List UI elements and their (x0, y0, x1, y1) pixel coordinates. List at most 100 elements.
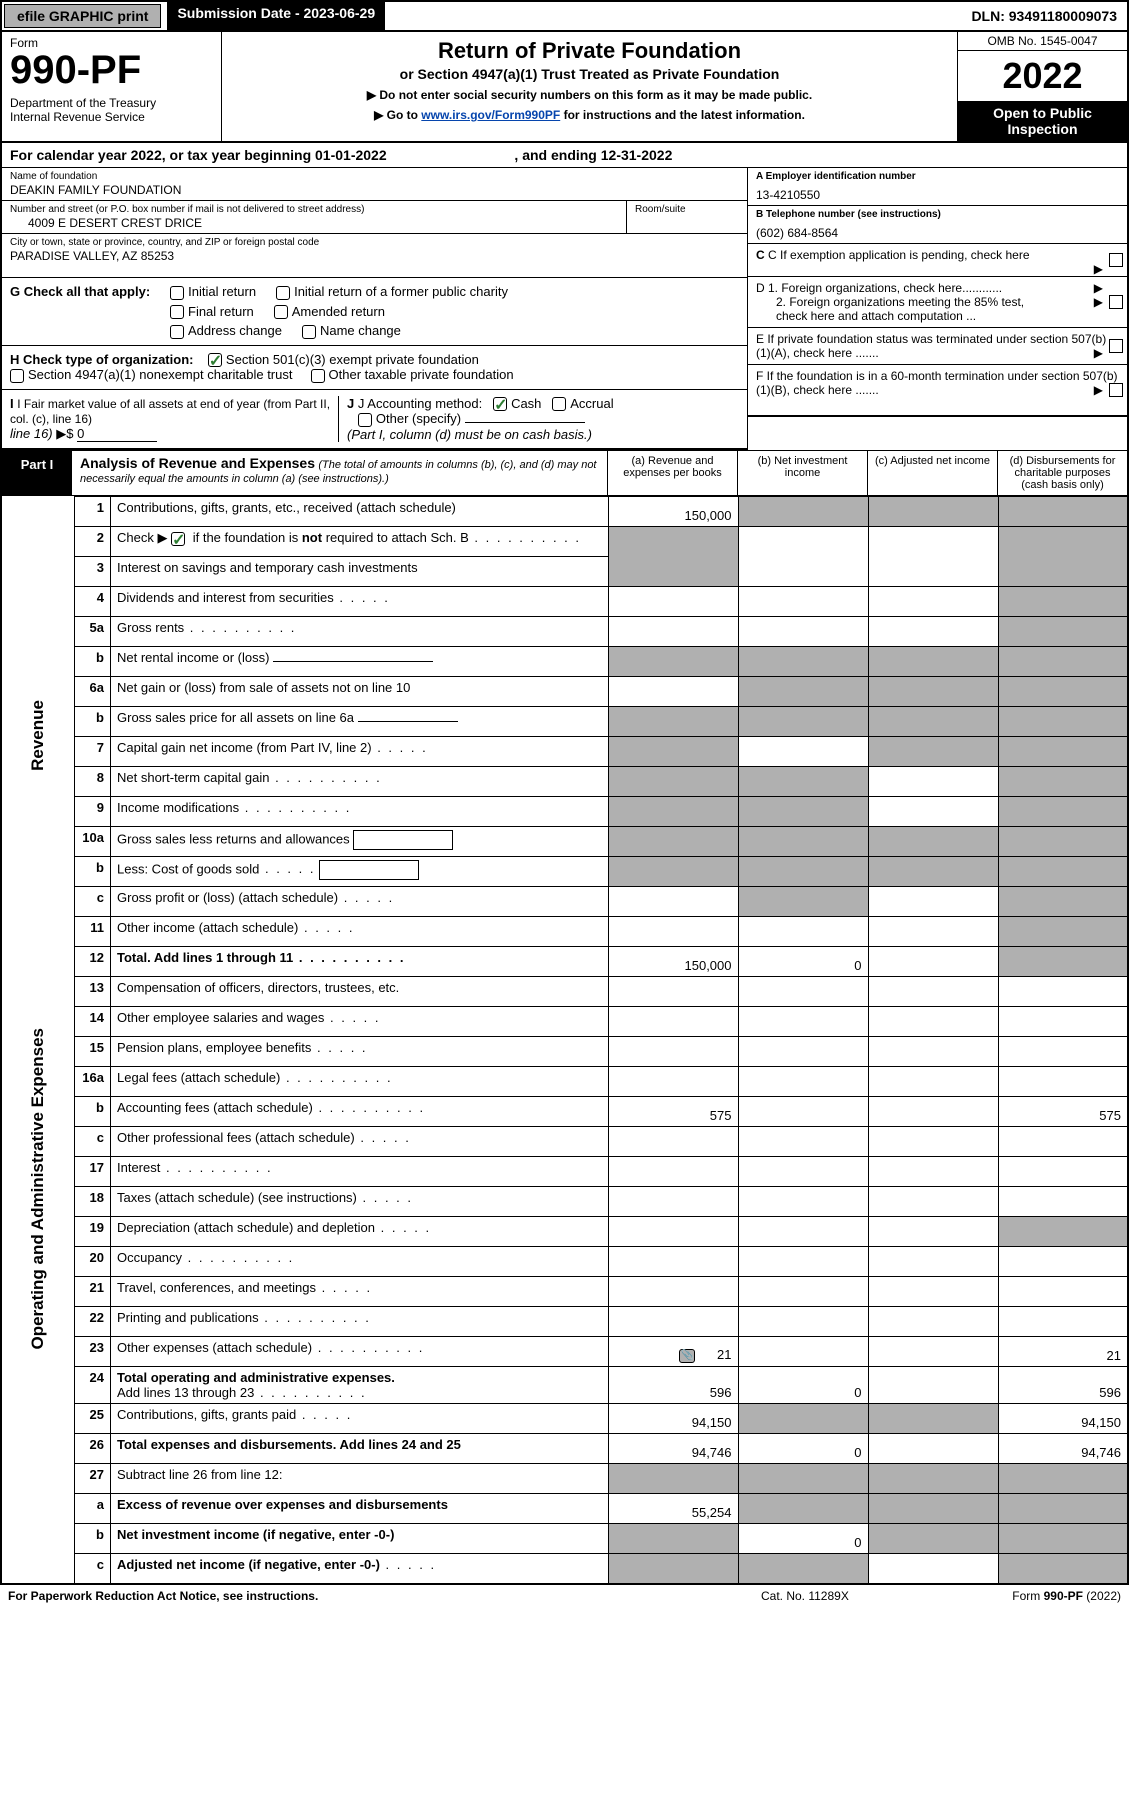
section-f: F If the foundation is in a 60-month ter… (748, 365, 1127, 417)
tax-year: 2022 (958, 51, 1127, 101)
page-footer: For Paperwork Reduction Act Notice, see … (0, 1584, 1129, 1607)
table-row: 11Other income (attach schedule) (1, 916, 1128, 946)
city-value: PARADISE VALLEY, AZ 85253 (10, 249, 739, 263)
table-row: 17Interest (1, 1156, 1128, 1186)
address-label: Number and street (or P.O. box number if… (10, 204, 618, 215)
address-change-checkbox[interactable] (170, 325, 184, 339)
phone-value: (602) 684-8564 (756, 226, 1119, 240)
60-month-checkbox[interactable] (1109, 383, 1123, 397)
final-return-checkbox[interactable] (170, 305, 184, 319)
name-change-checkbox[interactable] (302, 325, 316, 339)
foundation-name: DEAKIN FAMILY FOUNDATION (10, 183, 739, 197)
table-row: 22Printing and publications (1, 1306, 1128, 1336)
table-row: 5aGross rents (1, 616, 1128, 646)
fmv-value: 0 (77, 426, 157, 442)
form-number-footer: Form 990-PF (2022) (961, 1589, 1121, 1603)
section-g: G Check all that apply: Initial return I… (2, 278, 747, 346)
form-title: Return of Private Foundation (232, 38, 947, 64)
room-label: Room/suite (635, 204, 739, 215)
address-value: 4009 E DESERT CREST DRICE (10, 216, 618, 230)
paperwork-notice: For Paperwork Reduction Act Notice, see … (8, 1589, 761, 1603)
cash-checkbox[interactable] (493, 397, 507, 411)
table-row: cOther professional fees (attach schedul… (1, 1126, 1128, 1156)
col-a-header: (a) Revenue and expenses per books (607, 451, 737, 495)
table-row: 10aGross sales less returns and allowanc… (1, 826, 1128, 856)
ein-label: A Employer identification number (756, 171, 1119, 182)
status-terminated-checkbox[interactable] (1109, 339, 1123, 353)
section-h: H Check type of organization: Section 50… (2, 346, 747, 390)
table-row: bNet rental income or (loss) (1, 646, 1128, 676)
4947-checkbox[interactable] (10, 369, 24, 383)
col-d-header: (d) Disbursements for charitable purpose… (997, 451, 1127, 495)
ein-value: 13-4210550 (756, 188, 1119, 202)
form-instruction-1: ▶ Do not enter social security numbers o… (232, 88, 947, 102)
omb-number: OMB No. 1545-0047 (958, 32, 1127, 51)
table-row: 16aLegal fees (attach schedule) (1, 1066, 1128, 1096)
form-number: 990-PF (10, 50, 213, 90)
form-subtitle: or Section 4947(a)(1) Trust Treated as P… (232, 66, 947, 82)
section-d: D 1. Foreign organizations, check here..… (748, 277, 1127, 328)
table-row: 25Contributions, gifts, grants paid 94,1… (1, 1403, 1128, 1433)
part1-header: Part I Analysis of Revenue and Expenses … (0, 450, 1129, 496)
open-to-public: Open to Public Inspection (958, 101, 1127, 141)
other-taxable-checkbox[interactable] (311, 369, 325, 383)
table-row: cAdjusted net income (if negative, enter… (1, 1553, 1128, 1583)
table-row: 19Depreciation (attach schedule) and dep… (1, 1216, 1128, 1246)
table-row: 26Total expenses and disbursements. Add … (1, 1433, 1128, 1463)
efile-print-button[interactable]: efile GRAPHIC print (4, 4, 161, 28)
section-c: C C If exemption application is pending,… (748, 244, 1127, 277)
table-row: 23Other expenses (attach schedule) 📎 212… (1, 1336, 1128, 1366)
form-header: Form 990-PF Department of the Treasury I… (0, 32, 1129, 143)
table-row: 20Occupancy (1, 1246, 1128, 1276)
foreign-85-checkbox[interactable] (1109, 295, 1123, 309)
table-row: Operating and Administrative Expenses 13… (1, 976, 1128, 1006)
attachment-icon[interactable]: 📎 (679, 1349, 695, 1363)
table-row: 6aNet gain or (loss) from sale of assets… (1, 676, 1128, 706)
initial-return-checkbox[interactable] (170, 286, 184, 300)
table-row: 27Subtract line 26 from line 12: (1, 1463, 1128, 1493)
table-row: 18Taxes (attach schedule) (see instructi… (1, 1186, 1128, 1216)
accrual-checkbox[interactable] (552, 397, 566, 411)
identity-block: Name of foundation DEAKIN FAMILY FOUNDAT… (0, 168, 1129, 450)
table-row: 12Total. Add lines 1 through 11 150,0000 (1, 946, 1128, 976)
table-row: 14Other employee salaries and wages (1, 1006, 1128, 1036)
501c3-checkbox[interactable] (208, 353, 222, 367)
table-row: cGross profit or (loss) (attach schedule… (1, 886, 1128, 916)
dln-label: DLN: 93491180009073 (961, 5, 1127, 27)
city-label: City or town, state or province, country… (10, 237, 739, 248)
exemption-pending-checkbox[interactable] (1109, 253, 1123, 267)
table-row: 2 Check ▶ if the foundation is not requi… (1, 526, 1128, 556)
table-row: bGross sales price for all assets on lin… (1, 706, 1128, 736)
table-row: 21Travel, conferences, and meetings (1, 1276, 1128, 1306)
phone-label: B Telephone number (see instructions) (756, 209, 1119, 220)
schb-checkbox[interactable] (171, 532, 185, 546)
other-method-checkbox[interactable] (358, 413, 372, 427)
table-row: Revenue 1Contributions, gifts, grants, e… (1, 496, 1128, 526)
form-link[interactable]: www.irs.gov/Form990PF (421, 108, 560, 122)
department-label: Department of the Treasury Internal Reve… (10, 96, 213, 124)
section-e: E If private foundation status was termi… (748, 328, 1127, 365)
initial-former-checkbox[interactable] (276, 286, 290, 300)
table-row: bNet investment income (if negative, ent… (1, 1523, 1128, 1553)
col-b-header: (b) Net investment income (737, 451, 867, 495)
table-row: 4Dividends and interest from securities (1, 586, 1128, 616)
top-bar: efile GRAPHIC print Submission Date - 20… (0, 0, 1129, 32)
table-row: aExcess of revenue over expenses and dis… (1, 1493, 1128, 1523)
table-row: 9Income modifications (1, 796, 1128, 826)
form-instruction-2: ▶ Go to www.irs.gov/Form990PF for instru… (232, 108, 947, 122)
submission-date: Submission Date - 2023-06-29 (167, 2, 385, 30)
table-row: bAccounting fees (attach schedule) 57557… (1, 1096, 1128, 1126)
amended-return-checkbox[interactable] (274, 305, 288, 319)
part1-table: Revenue 1Contributions, gifts, grants, e… (0, 496, 1129, 1584)
table-row: bLess: Cost of goods sold (1, 856, 1128, 886)
table-row: 24Total operating and administrative exp… (1, 1366, 1128, 1403)
name-label: Name of foundation (10, 171, 739, 182)
part1-tab: Part I (2, 451, 72, 495)
table-row: 8Net short-term capital gain (1, 766, 1128, 796)
table-row: 15Pension plans, employee benefits (1, 1036, 1128, 1066)
table-row: 7Capital gain net income (from Part IV, … (1, 736, 1128, 766)
col-c-header: (c) Adjusted net income (867, 451, 997, 495)
section-i-j: I I Fair market value of all assets at e… (2, 390, 747, 450)
catalog-number: Cat. No. 11289X (761, 1589, 961, 1603)
calendar-year-row: For calendar year 2022, or tax year begi… (0, 143, 1129, 168)
